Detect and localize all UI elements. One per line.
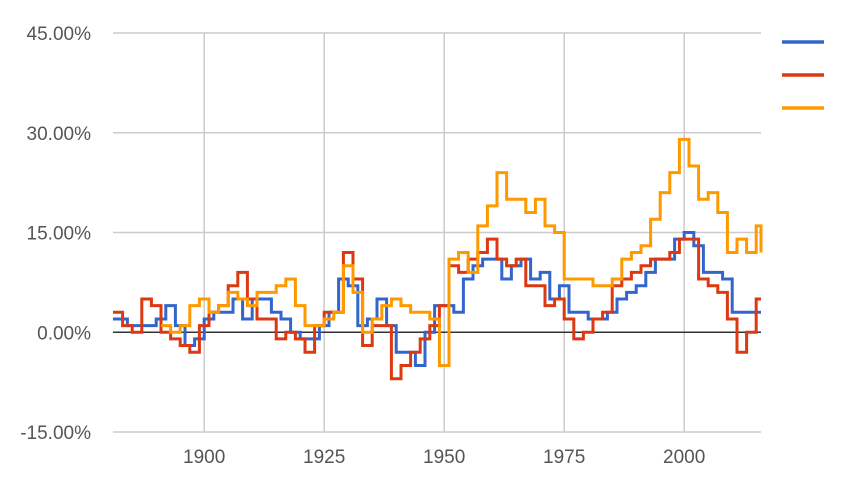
x-tick-label: 1975 bbox=[543, 447, 585, 468]
series-line-2 bbox=[161, 137, 763, 367]
y-tick-label: -15.00% bbox=[20, 423, 91, 444]
x-tick-label: 2000 bbox=[663, 447, 705, 468]
x-tick-label: 1950 bbox=[423, 447, 465, 468]
y-tick-label: 45.00% bbox=[27, 24, 92, 45]
x-tick-label: 1900 bbox=[183, 447, 225, 468]
x-tick-label: 1925 bbox=[303, 447, 345, 468]
y-tick-label: 15.00% bbox=[27, 224, 92, 245]
y-tick-label: 0.00% bbox=[37, 323, 91, 344]
y-tick-label: 30.00% bbox=[27, 124, 92, 145]
